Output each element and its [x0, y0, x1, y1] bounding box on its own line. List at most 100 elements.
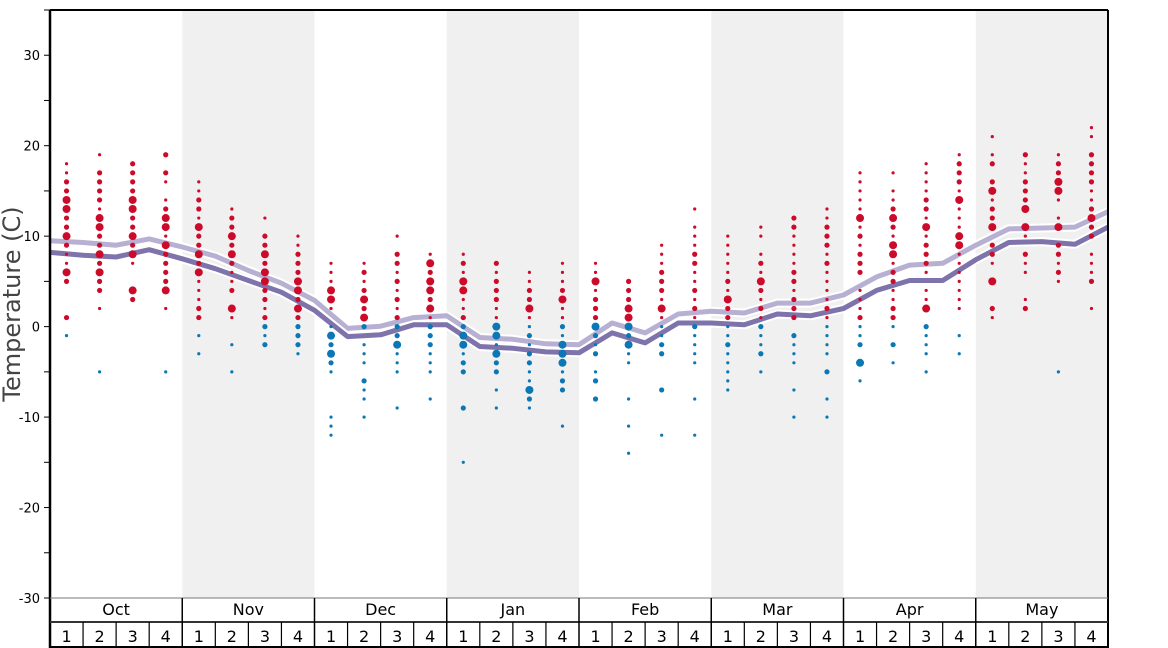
temperature-dot: [624, 340, 633, 349]
temperature-dot: [394, 324, 400, 330]
temperature-dot: [560, 279, 565, 283]
temperature-dot: [858, 189, 862, 193]
temperature-dot: [592, 333, 599, 339]
temperature-dot: [759, 370, 763, 374]
temperature-dot: [825, 252, 829, 256]
temperature-dot: [64, 334, 69, 338]
temperature-dot: [988, 277, 997, 286]
temperature-dot: [163, 206, 169, 212]
temperature-dot: [824, 233, 830, 239]
temperature-dot: [97, 306, 102, 311]
temperature-dot: [1056, 216, 1061, 220]
temperature-dot: [494, 343, 498, 347]
temperature-dot: [230, 343, 234, 347]
temperature-dot: [988, 186, 997, 195]
temperature-dot: [626, 397, 631, 401]
temperature-dot: [957, 306, 961, 311]
temperature-dot: [858, 198, 862, 202]
temperature-dot: [329, 261, 333, 265]
temperature-dot: [64, 171, 69, 175]
temperature-dot: [428, 361, 432, 365]
temperature-dot: [492, 349, 501, 358]
temperature-dot: [990, 198, 994, 202]
temperature-dot: [560, 306, 565, 311]
temperature-dot: [1055, 269, 1062, 275]
temperature-dot: [262, 296, 268, 303]
temperature-dot: [62, 232, 71, 241]
temperature-dot: [362, 388, 366, 392]
lower-line: [49, 224, 1110, 356]
temperature-dot: [296, 234, 300, 238]
temperature-dot: [229, 215, 235, 221]
temperature-dot: [164, 370, 168, 374]
temperature-dot: [527, 270, 532, 274]
temperature-dot: [726, 361, 730, 365]
temperature-dot: [196, 260, 202, 266]
plot-frame: [48, 9, 1109, 648]
temperature-dot: [989, 251, 995, 257]
temperature-dot: [163, 278, 169, 284]
temperature-dot: [428, 252, 432, 256]
temperature-dot: [494, 406, 498, 410]
temperature-dot: [825, 279, 829, 283]
temperature-dot: [726, 379, 730, 383]
month-label-oct: Oct: [102, 600, 130, 619]
temperature-dot: [825, 216, 829, 220]
temperature-dot: [825, 270, 829, 274]
temperature-dot: [97, 207, 102, 211]
temperature-dot: [394, 251, 400, 257]
temperature-dot: [624, 313, 633, 322]
temperature-dot: [988, 223, 997, 232]
temperature-dot: [659, 387, 665, 393]
temperature-dot: [660, 433, 664, 437]
temperature-dot: [857, 342, 863, 348]
month-label-nov: Nov: [233, 600, 264, 619]
temperature-dot: [955, 232, 964, 241]
temperature-dot: [593, 288, 598, 293]
temperature-dot: [1023, 171, 1027, 175]
temperature-dot: [492, 331, 501, 340]
temperature-dot: [130, 161, 136, 167]
week-label: 3: [524, 627, 534, 646]
temperature-dot: [164, 180, 168, 184]
temperature-dot: [460, 405, 466, 411]
temperature-dot: [260, 250, 269, 259]
temperature-dot: [624, 304, 633, 313]
temperature-dot: [263, 334, 267, 338]
temperature-dot: [1023, 162, 1027, 166]
temperature-dot: [95, 214, 104, 223]
temperature-dot: [890, 305, 896, 312]
temperature-dot: [891, 171, 895, 175]
temperature-dot: [461, 270, 465, 274]
temperature-dot: [360, 295, 369, 304]
temperature-dot: [693, 279, 697, 283]
temperature-dot: [130, 296, 136, 303]
month-label-mar: Mar: [762, 600, 793, 619]
temperature-dot: [97, 153, 102, 157]
temperature-dot: [957, 334, 961, 338]
temperature-dot: [1088, 206, 1095, 212]
week-label: 3: [657, 627, 667, 646]
temperature-dot: [693, 270, 697, 274]
week-label: 4: [822, 627, 832, 646]
temperature-dot: [394, 296, 400, 303]
temperature-dot: [1089, 198, 1094, 202]
temperature-dot: [161, 286, 170, 295]
temperature-dot: [196, 314, 202, 321]
temperature-dot: [1022, 188, 1028, 194]
temperature-dot: [989, 242, 995, 248]
temperature-dot: [62, 195, 71, 204]
temperature-dot: [924, 343, 928, 347]
temperature-dot: [362, 415, 366, 419]
month-label-jan: Jan: [500, 600, 526, 619]
temperature-dot: [361, 305, 367, 312]
temperature-dot: [1022, 179, 1028, 185]
temperature-dot: [924, 180, 928, 184]
temperature-dot: [131, 261, 135, 265]
temperature-dot: [394, 260, 400, 266]
temperature-dot: [560, 424, 565, 428]
temperature-dot: [558, 358, 567, 367]
temperature-dot: [197, 352, 201, 356]
temperature-dot: [891, 361, 895, 365]
temperature-dot: [956, 170, 962, 176]
